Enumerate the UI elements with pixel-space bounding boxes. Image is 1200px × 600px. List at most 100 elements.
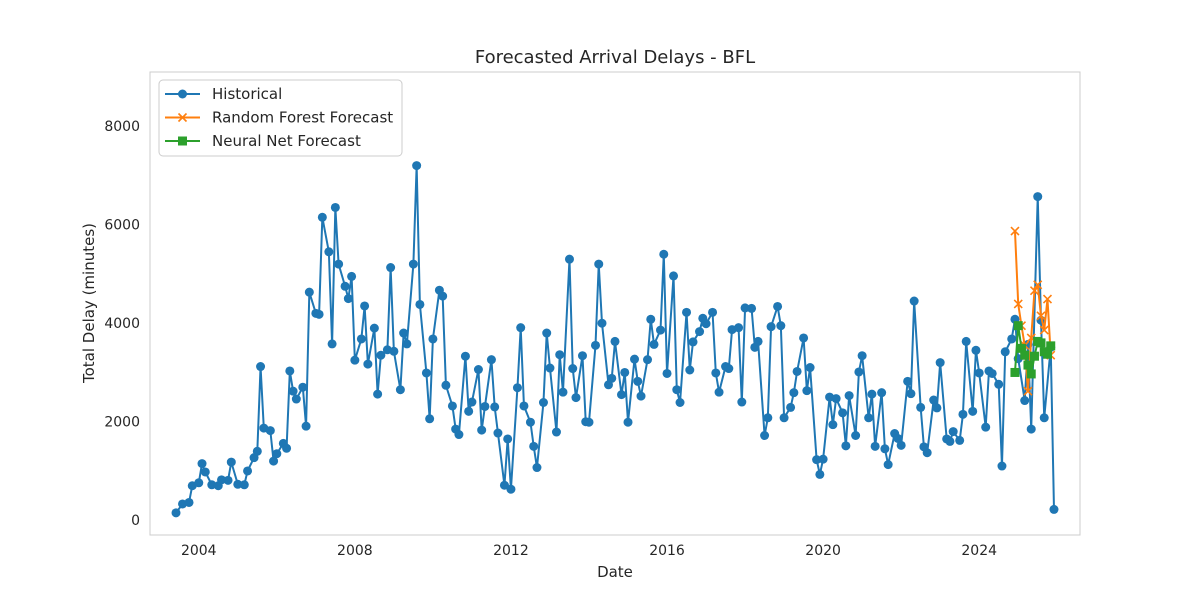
x-tick-label: 2008: [337, 543, 373, 559]
data-point: [610, 336, 620, 346]
data-point: [347, 271, 357, 281]
data-point: [545, 363, 555, 373]
data-point: [701, 319, 711, 329]
data-point: [1029, 351, 1039, 361]
data-point: [564, 254, 574, 264]
data-point: [477, 425, 487, 435]
data-point: [656, 325, 666, 335]
data-point: [760, 431, 770, 441]
data-point: [893, 433, 903, 443]
data-point: [363, 359, 373, 369]
data-point: [425, 414, 435, 424]
data-point: [568, 364, 578, 374]
data-point: [1023, 360, 1033, 370]
data-point: [200, 467, 210, 477]
data-point: [1007, 334, 1017, 344]
data-point: [766, 322, 776, 332]
data-point: [1033, 280, 1043, 290]
data-point: [786, 402, 796, 412]
data-point: [831, 394, 841, 404]
data-point: [577, 351, 587, 361]
data-point: [997, 461, 1007, 471]
data-point: [880, 444, 890, 454]
data-point: [529, 441, 539, 451]
data-point: [252, 446, 262, 456]
data-point: [223, 475, 233, 485]
data-point: [636, 391, 646, 401]
data-point: [607, 373, 617, 383]
data-point: [857, 351, 867, 361]
data-point: [285, 366, 295, 376]
y-tick-label: 2000: [104, 415, 140, 431]
data-point: [256, 362, 266, 372]
x-tick-labels: 2004 2008 2012 2016 2020 2024: [181, 543, 997, 559]
data-point: [194, 478, 204, 488]
series-0: [171, 161, 1059, 518]
data-point: [369, 323, 379, 333]
data-point: [1016, 343, 1026, 353]
data-point: [815, 469, 825, 479]
data-point: [171, 508, 181, 518]
data-point: [906, 389, 916, 399]
data-point: [649, 339, 659, 349]
data-point: [493, 428, 503, 438]
data-point: [753, 336, 763, 346]
data-point: [330, 202, 340, 212]
data-point: [1000, 347, 1010, 357]
data-point: [399, 328, 409, 338]
data-point: [239, 480, 249, 490]
data-point: [324, 247, 334, 257]
data-point: [903, 376, 913, 386]
data-point: [1039, 413, 1049, 423]
data-point: [243, 466, 253, 476]
data-point: [389, 346, 399, 356]
data-point: [467, 397, 477, 407]
data-point: [395, 385, 405, 395]
data-point: [659, 249, 669, 259]
data-point: [519, 401, 529, 411]
legend-label: Historical: [212, 85, 282, 103]
data-point: [1046, 341, 1056, 351]
data-point: [447, 401, 457, 411]
data-point: [685, 365, 695, 375]
legend-marker: [178, 136, 187, 146]
data-point: [812, 455, 822, 465]
data-point: [1049, 504, 1059, 514]
data-point: [473, 365, 483, 375]
x-tick-label: 2012: [493, 543, 529, 559]
data-point: [763, 413, 773, 423]
data-point: [454, 430, 464, 440]
data-point: [828, 420, 838, 430]
data-point: [958, 409, 968, 419]
data-point: [412, 161, 422, 171]
data-point: [948, 427, 958, 437]
data-point: [441, 380, 451, 390]
data-point: [1010, 226, 1020, 236]
data-point: [987, 368, 997, 378]
data-point: [932, 403, 942, 413]
legend-marker: [178, 89, 187, 99]
y-tick-label: 8000: [104, 119, 140, 135]
data-point: [226, 457, 236, 467]
data-point: [1036, 338, 1046, 348]
data-point: [844, 391, 854, 401]
data-point: [555, 350, 565, 360]
data-point: [802, 386, 812, 396]
y-tick-label: 4000: [104, 316, 140, 332]
data-point: [217, 475, 227, 485]
data-point: [1039, 325, 1049, 335]
data-point: [617, 390, 627, 400]
x-tick-label: 2020: [805, 543, 841, 559]
series-2: [1010, 321, 1056, 379]
data-point: [818, 454, 828, 464]
data-point: [994, 379, 1004, 389]
data-point: [1010, 367, 1020, 377]
legend-item: Random Forest Forecast: [165, 109, 393, 127]
data-point: [841, 441, 851, 451]
data-point: [428, 334, 438, 344]
data-point: [669, 271, 679, 281]
data-point: [197, 459, 207, 469]
data-point: [350, 355, 360, 365]
data-point: [896, 440, 906, 450]
data-point: [1042, 294, 1053, 304]
